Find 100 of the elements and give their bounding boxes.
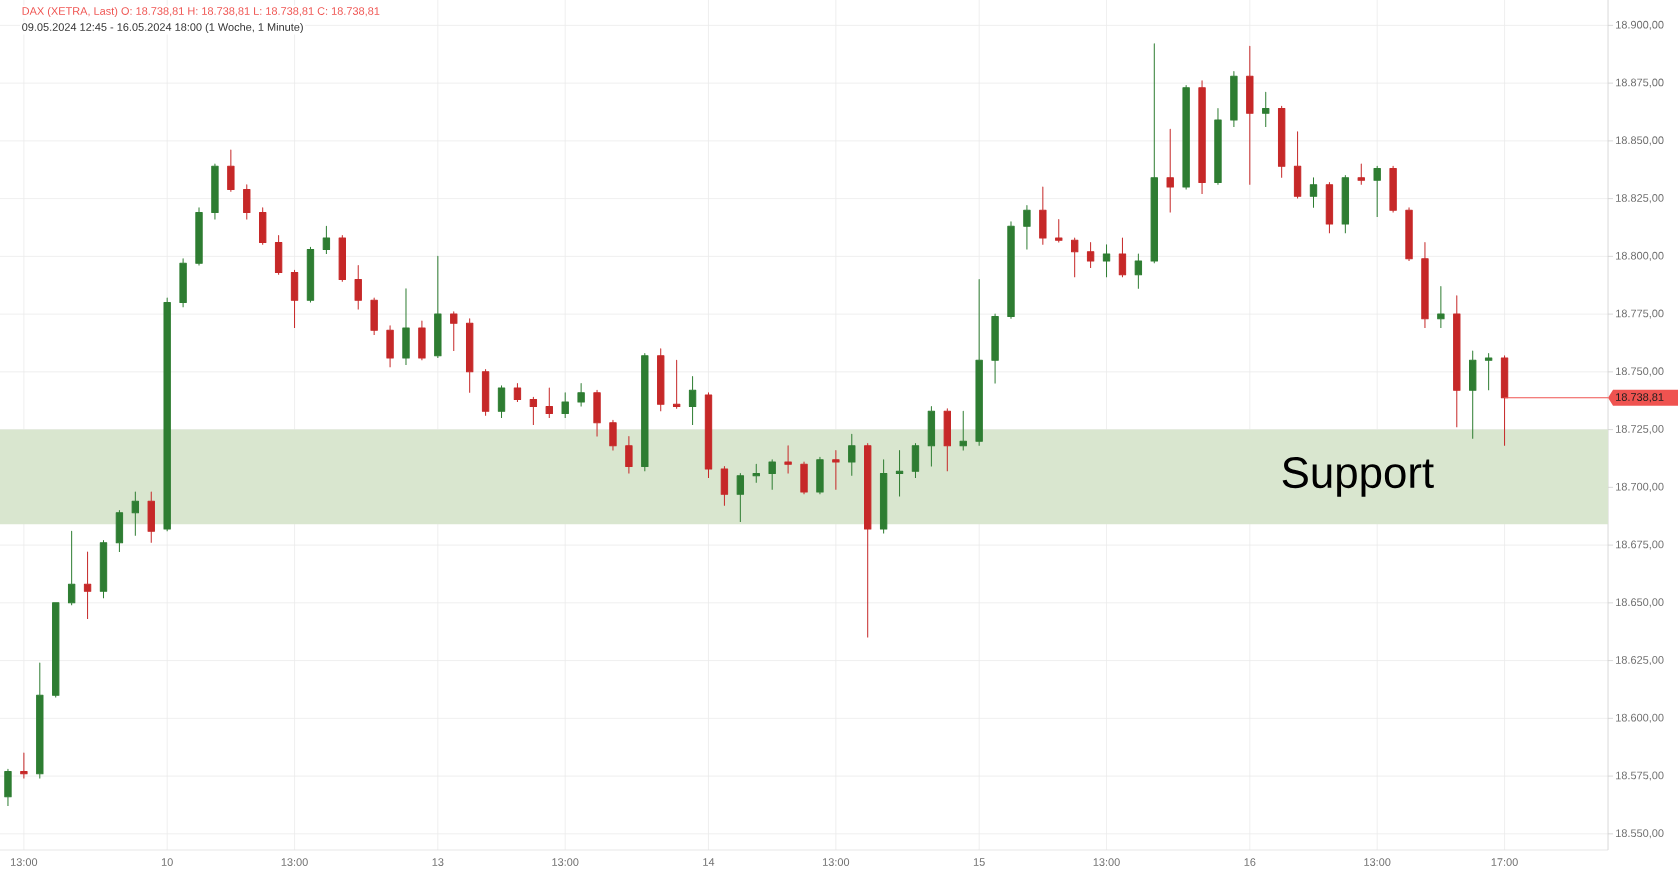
- candlestick: [83, 551, 92, 620]
- candlestick: [131, 491, 140, 537]
- candlestick: [354, 265, 362, 310]
- candlestick: [625, 436, 633, 474]
- candlestick: [274, 235, 283, 276]
- ref-line-label: 18.738,81: [1616, 393, 1664, 403]
- candlestick: [609, 419, 617, 451]
- candlestick: [99, 539, 108, 599]
- x-tick-label: 13: [432, 858, 444, 866]
- x-tick-label: 16: [1244, 858, 1256, 866]
- candlestick: [163, 297, 171, 532]
- y-tick-label: 18.750,00: [1616, 367, 1664, 377]
- y-tick-label: 18.775,00: [1616, 309, 1664, 319]
- y-tick-label: 18.725,00: [1616, 425, 1664, 435]
- candlestick: [927, 406, 936, 468]
- x-tick-label: 13:00: [1364, 858, 1391, 866]
- candlestick: [800, 461, 808, 495]
- candlestick: [943, 408, 951, 472]
- candlestick: [545, 387, 553, 419]
- candlestick: [1071, 237, 1079, 278]
- candlestick: [577, 382, 585, 408]
- candlestick: [227, 149, 235, 193]
- y-tick-label: 18.875,00: [1616, 78, 1664, 88]
- candlestick: [529, 396, 538, 426]
- candlestick: [481, 369, 490, 417]
- candlestick: [911, 442, 920, 479]
- y-tick-label: 18.550,00: [1616, 829, 1664, 839]
- candlestick: [1293, 131, 1302, 200]
- candlestick: [497, 385, 506, 419]
- candlestick: [370, 297, 378, 336]
- candlestick: [975, 278, 983, 447]
- candlestick: [1357, 163, 1365, 186]
- candlestick: [1039, 186, 1047, 246]
- candlestick: [418, 320, 426, 361]
- y-tick-label: 18.700,00: [1616, 482, 1664, 492]
- candlestick: [1453, 295, 1461, 428]
- candlestick: [864, 442, 872, 638]
- candlestick: [848, 433, 856, 477]
- candlestick: [1405, 207, 1413, 262]
- candlestick: [1007, 221, 1015, 320]
- candlestick: [1134, 253, 1143, 290]
- candlestick: [1182, 84, 1190, 190]
- candlestick: [1373, 165, 1381, 218]
- candlestick: [784, 445, 792, 474]
- candlestick: [1150, 43, 1158, 264]
- y-tick-label: 18.600,00: [1616, 713, 1664, 723]
- candlestick: [1230, 71, 1238, 128]
- text: 09.05.2024 12:45 - 16.05.2024 18:00 (1 Woche, 1 Minute): [22, 22, 303, 34]
- x-tick-label: 13:00: [1093, 858, 1120, 866]
- y-tick-label: 18.825,00: [1616, 194, 1664, 204]
- x-tick-label: 13:00: [281, 858, 308, 866]
- candlestick: [1277, 105, 1286, 179]
- candlestick: [322, 225, 331, 255]
- candlestick: [959, 410, 967, 451]
- candlestick: [1023, 205, 1031, 250]
- candlestick: [4, 768, 12, 807]
- candlestick: [290, 269, 299, 329]
- candlestick: [1309, 177, 1318, 209]
- candlestick: [1198, 80, 1206, 195]
- candlestick: [259, 207, 267, 246]
- candlestick: [402, 288, 410, 366]
- candlestick: [1341, 175, 1350, 234]
- candlestick: [1389, 165, 1397, 213]
- candlestick: [306, 246, 315, 304]
- candlestick: [1246, 45, 1254, 186]
- y-tick-label: 18.575,00: [1616, 771, 1664, 781]
- candlestick: [816, 456, 824, 495]
- candlestick: [657, 348, 665, 412]
- candlestick: [115, 509, 124, 553]
- candlestick: [20, 752, 28, 779]
- candlestick: [52, 602, 60, 699]
- y-tick-label: 18.625,00: [1616, 656, 1664, 666]
- candlestick: [1262, 91, 1270, 128]
- candlestick: [1421, 242, 1429, 329]
- candlestick: [1437, 285, 1445, 329]
- candlestick: [1086, 242, 1095, 269]
- x-tick-label: 13:00: [11, 858, 38, 866]
- y-tick-label: 18.850,00: [1616, 136, 1664, 146]
- candlestick: [195, 207, 203, 267]
- y-tick-label: 18.800,00: [1616, 251, 1664, 261]
- candlestick: [1214, 108, 1222, 186]
- candlestick: [1055, 218, 1063, 244]
- x-tick-label: 14: [703, 858, 715, 866]
- candlestick: [465, 318, 474, 394]
- candlestick: [386, 325, 394, 368]
- y-tick-label: 18.900,00: [1616, 20, 1664, 30]
- candlestick: [434, 255, 442, 359]
- candlestick: [672, 359, 681, 410]
- text: DAX (XETRA, Last) O: 18.738,81 H: 18.738,81 L: 18.738,81 C: 18.738,81: [22, 6, 380, 18]
- x-tick-label: 15: [973, 858, 985, 866]
- candlestick: [1325, 181, 1334, 234]
- candlestick: [736, 472, 745, 523]
- candlestick: [1484, 352, 1493, 391]
- candlestick: [1166, 128, 1174, 213]
- candlestick: [243, 184, 251, 220]
- candlestick: [879, 459, 888, 535]
- candlestick: [768, 459, 776, 491]
- x-tick-label: 13:00: [822, 858, 850, 866]
- candlestick: [1118, 237, 1127, 278]
- candlestick: [36, 662, 44, 779]
